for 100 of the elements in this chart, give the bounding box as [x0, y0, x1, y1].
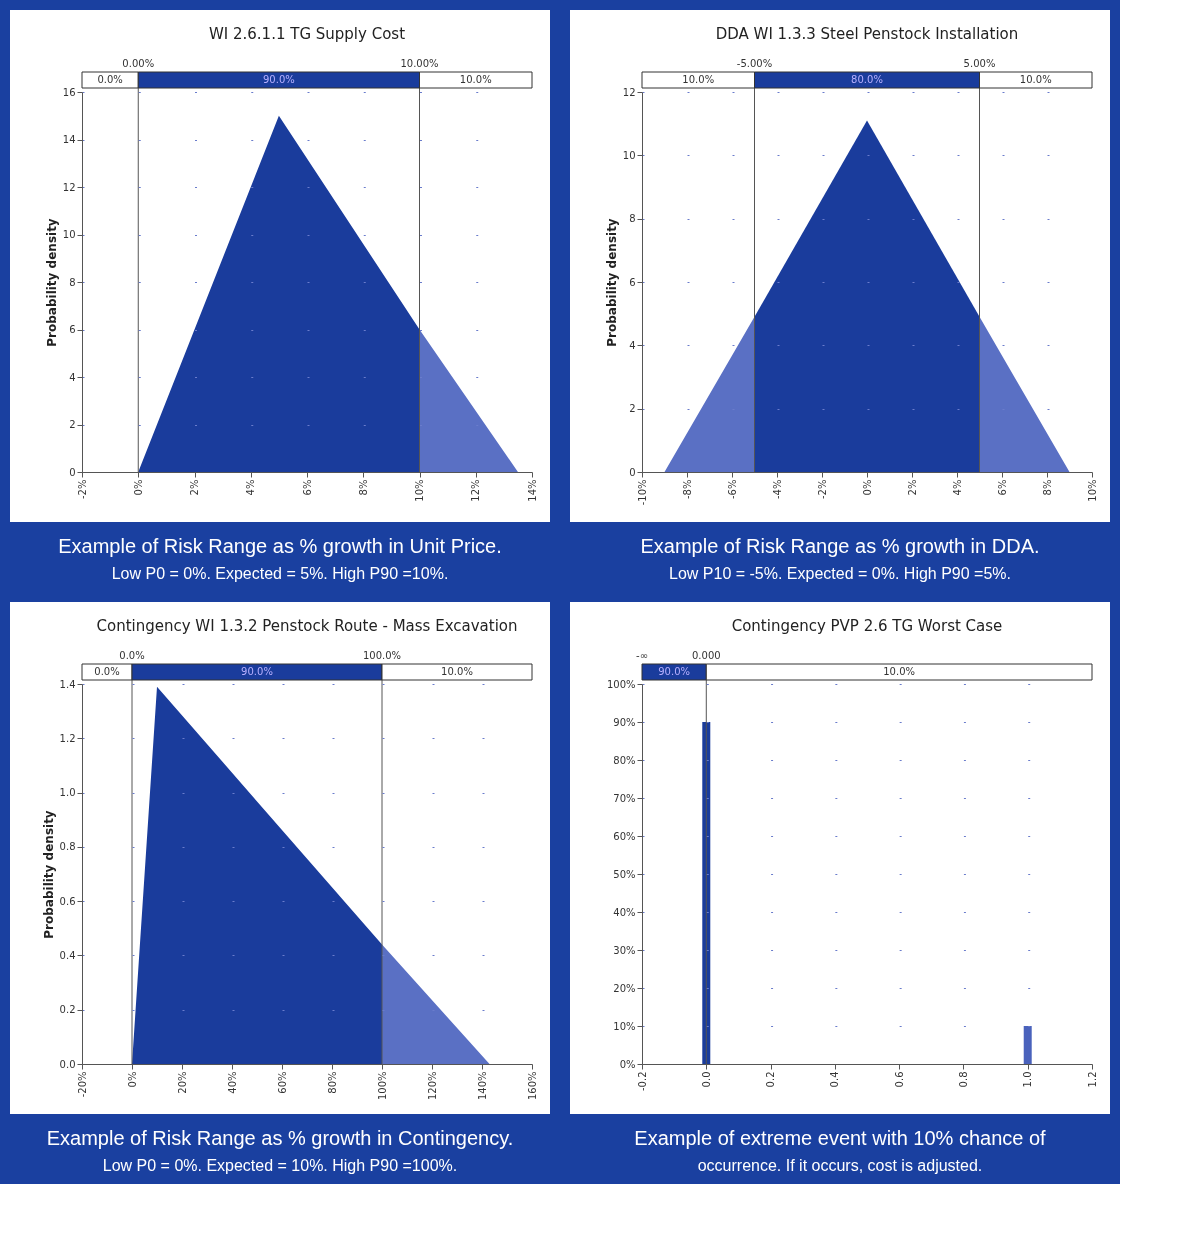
y-tick-label: 0.0 [59, 1058, 76, 1070]
x-tick-label: 80% [326, 1071, 338, 1094]
text: 0.0% [94, 666, 120, 677]
y-tick-label: 4 [69, 371, 76, 383]
ref-line-label: 100.0% [362, 650, 402, 661]
y-tick-label: 12 [622, 86, 636, 98]
y-axis-title: Probability density [44, 218, 59, 347]
x-tick-label: 6% [996, 479, 1008, 496]
x-tick-label: 1.0 [1022, 1071, 1034, 1088]
x-tick-label: 0.4 [829, 1071, 841, 1088]
x-tick-label: 0.8 [957, 1071, 969, 1088]
text: 10.0% [883, 666, 916, 677]
y-tick-label: 16 [62, 86, 76, 98]
y-axis-title: Probability density [604, 218, 619, 347]
y-tick-label: 1.0 [59, 787, 76, 799]
x-tick-label: 10% [1086, 479, 1098, 502]
y-tick-label: 0.4 [59, 949, 76, 961]
text: Example of Risk Range as % growth in Contingency. [46, 1127, 514, 1149]
chart-title: Contingency PVP 2.6 TG Worst Case [731, 617, 1003, 635]
text: 90.0% [262, 74, 295, 85]
chart-title: DDA WI 1.3.3 Steel Penstock Installation [715, 25, 1019, 43]
x-tick-label: 8% [357, 479, 369, 496]
y-tick-label: 1.2 [59, 732, 76, 744]
x-tick-label: -0.2 [636, 1071, 648, 1092]
text: Example of extreme event with 10% chance of [634, 1127, 1047, 1149]
text: occurrence. If it occurs, cost is adjusted. [697, 1157, 983, 1174]
y-tick-label: 0% [619, 1058, 636, 1070]
x-tick-label: 0.6 [893, 1071, 905, 1088]
y-tick-label: 100% [606, 678, 636, 690]
x-tick-label: 20% [176, 1071, 188, 1094]
x-tick-label: -2% [76, 479, 88, 499]
x-tick-label: 12% [470, 479, 482, 502]
x-tick-label: 0% [126, 1071, 138, 1088]
text: 10.0% [1019, 74, 1052, 85]
x-tick-label: 60% [276, 1071, 288, 1094]
ref-line-label: 0.000 [691, 650, 721, 661]
x-tick-label: 160% [526, 1071, 538, 1101]
x-tick-label: 0% [132, 479, 144, 496]
text: 10.0% [682, 74, 715, 85]
y-tick-label: 0 [629, 466, 636, 478]
x-tick-label: 4% [245, 479, 257, 496]
y-tick-label: 0.6 [59, 895, 76, 907]
ref-line-label: 0.0% [119, 650, 145, 661]
text: Low P0 = 0%. Expected = 5%. High P90 =10%. [111, 565, 449, 582]
x-tick-label: 0.0 [700, 1071, 712, 1088]
text: Example of Risk Range as % growth in DDA. [640, 535, 1040, 557]
ref-line-label: 0.00% [122, 58, 155, 69]
text: 10.0% [459, 74, 492, 85]
text: -∞ [636, 650, 648, 661]
text: 90.0% [241, 666, 273, 677]
y-tick-label: 20% [613, 982, 636, 994]
y-tick-label: 14 [62, 134, 76, 145]
y-tick-label: 0 [69, 466, 76, 478]
x-tick-label: -20% [76, 1071, 88, 1098]
y-tick-label: 30% [613, 944, 636, 956]
text: 10.0% [441, 666, 473, 677]
x-tick-label: -10% [636, 479, 648, 506]
text: Example of Risk Range as % growth in Unit Price. [58, 535, 502, 557]
y-tick-label: 12 [62, 181, 76, 193]
x-tick-label: -4% [771, 479, 783, 499]
y-tick-label: 10 [62, 229, 76, 240]
text: 80.0% [851, 74, 883, 85]
x-tick-label: 14% [526, 479, 538, 502]
y-tick-label: 70% [613, 792, 636, 804]
y-tick-label: 2 [69, 419, 76, 430]
x-tick-label: 120% [426, 1071, 438, 1101]
text: 0.0% [97, 74, 123, 85]
x-tick-label: -2% [816, 479, 828, 499]
x-tick-label: 10% [414, 479, 425, 502]
x-tick-label: 40% [226, 1071, 238, 1094]
x-tick-label: -8% [681, 479, 693, 499]
text: Low P0 = 0%. Expected = 10%. High P90 =100%. [102, 1157, 458, 1174]
y-tick-label: 6 [629, 276, 636, 288]
x-tick-label: 100% [376, 1071, 388, 1101]
y-tick-label: 90% [613, 716, 636, 728]
y-tick-label: 10% [613, 1020, 636, 1032]
x-tick-label: 2% [189, 479, 200, 496]
x-tick-label: 4% [951, 479, 963, 496]
x-tick-label: 1.2 [1086, 1071, 1098, 1088]
x-tick-label: 0% [861, 479, 873, 496]
y-tick-label: 8 [69, 276, 76, 288]
text: 90.0% [658, 666, 691, 677]
x-tick-label: 8% [1041, 479, 1053, 496]
chart-title: WI 2.6.1.1 TG Supply Cost [208, 25, 406, 43]
y-tick-label: 0.2 [59, 1004, 76, 1016]
y-tick-label: 0.8 [59, 841, 76, 853]
ref-line-label: 5.00% [963, 58, 996, 69]
y-axis-title: Probability density [41, 810, 56, 939]
y-tick-label: 50% [613, 868, 636, 880]
ref-line-label: -5.00% [736, 58, 773, 69]
y-tick-label: 6 [69, 324, 76, 335]
y-tick-label: 4 [629, 339, 636, 351]
y-tick-label: 8 [629, 213, 636, 225]
x-tick-label: 2% [906, 479, 918, 496]
x-tick-label: 140% [476, 1071, 488, 1101]
y-tick-label: 60% [613, 830, 636, 842]
x-tick-label: 0.2 [765, 1071, 777, 1088]
text: Low P10 = -5%. Expected = 0%. High P90 =5%. [669, 565, 1011, 582]
chart-title: Contingency WI 1.3.2 Penstock Route - Mass Excavation [96, 617, 518, 635]
y-tick-label: 1.4 [59, 678, 76, 690]
